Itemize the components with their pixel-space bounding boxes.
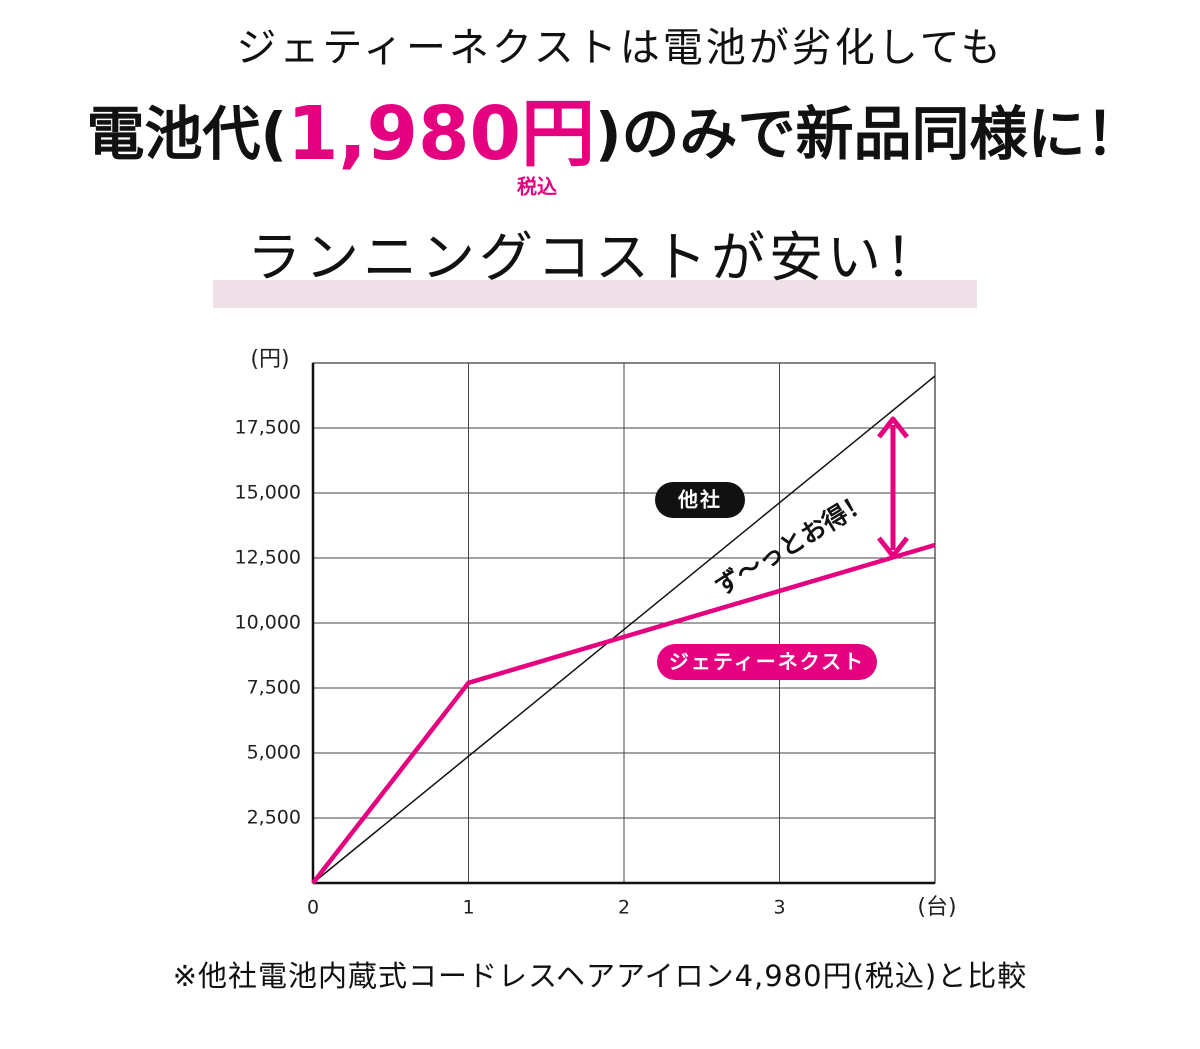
header-line2-post: )のみで新品同様に！	[595, 100, 1144, 168]
headline: ランニングコストが安い！	[247, 226, 943, 289]
y-axis-label: (円)	[250, 347, 289, 372]
series-label: ジェティーネクスト	[669, 650, 865, 674]
x-tick-label: 0	[307, 897, 319, 919]
x-tick-label: 1	[462, 897, 474, 919]
header-line1: ジェティーネクストは電池が劣化しても	[236, 25, 1003, 71]
x-axis-label: (台)	[917, 895, 956, 920]
price: 1,980円	[287, 91, 595, 177]
tax-note: 税込	[517, 175, 557, 199]
series-line	[311, 542, 936, 885]
series-label: 他社	[677, 488, 722, 512]
x-tick-label: 3	[773, 897, 785, 919]
headline-band	[213, 280, 977, 308]
y-tick-label: 7,500	[247, 677, 301, 699]
header-line2: 電池代(1,980円)のみで新品同様に！	[86, 91, 1143, 177]
y-tick-label: 5,000	[247, 742, 301, 764]
series-label-box	[655, 482, 745, 518]
x-tick-label: 2	[618, 897, 630, 919]
series-line	[312, 375, 936, 884]
y-tick-label: 10,000	[235, 612, 301, 634]
header-line2-pre: 電池代(	[86, 100, 287, 168]
y-tick-label: 17,500	[235, 417, 301, 439]
y-tick-label: 12,500	[235, 547, 301, 569]
y-tick-label: 2,500	[247, 807, 301, 829]
y-tick-label: 15,000	[235, 482, 301, 504]
footnote: ※他社電池内蔵式コードレスヘアアイロン4,980円(税込)と比較	[173, 959, 1027, 993]
arrow-head	[877, 536, 909, 559]
series-label-box	[657, 644, 877, 680]
arrow-head	[877, 416, 909, 439]
